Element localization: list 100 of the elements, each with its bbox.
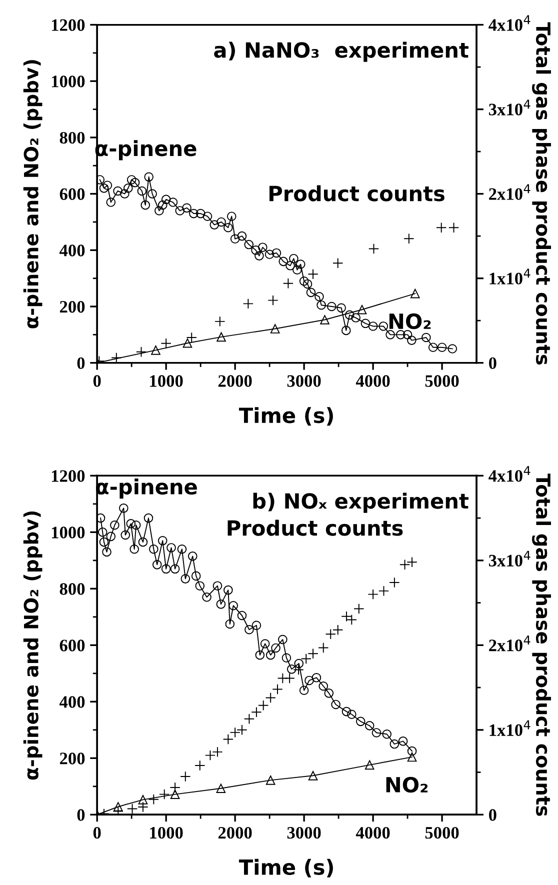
point: [152, 560, 162, 570]
point: [368, 588, 378, 600]
point: [270, 324, 280, 334]
point: [126, 803, 138, 814]
point: [308, 268, 318, 280]
x-tick-label: 2000: [218, 826, 252, 839]
y-tick-label: 1200: [52, 470, 85, 482]
point: [137, 186, 147, 196]
series-label: NO₂: [389, 313, 431, 330]
point: [332, 258, 344, 268]
point: [289, 254, 298, 264]
point: [356, 716, 366, 726]
point: [268, 294, 278, 306]
point: [131, 520, 141, 530]
point: [224, 222, 233, 232]
point: [182, 338, 192, 348]
point: [140, 200, 150, 210]
point: [216, 332, 226, 342]
point: [278, 634, 288, 644]
y-tick-label: 0: [77, 809, 85, 821]
point: [244, 624, 254, 634]
point: [255, 650, 265, 660]
point: [396, 330, 406, 340]
point: [346, 614, 358, 626]
point: [98, 528, 108, 537]
point: [230, 234, 240, 244]
point: [106, 532, 116, 542]
y-tick-label: 600: [60, 188, 85, 200]
point: [304, 676, 314, 686]
point: [194, 760, 206, 771]
y2-tick-label: 0: [489, 357, 496, 370]
point: [148, 794, 160, 805]
point: [344, 310, 354, 320]
point: [402, 330, 412, 340]
series-label: Product counts: [270, 185, 444, 202]
point: [237, 610, 247, 620]
point: [357, 304, 367, 314]
point: [364, 721, 374, 730]
point: [126, 519, 136, 528]
point: [136, 346, 147, 358]
point: [212, 581, 222, 590]
point: [224, 585, 233, 595]
point: [160, 338, 172, 349]
point: [210, 220, 220, 230]
point: [170, 782, 180, 793]
point: [244, 714, 255, 724]
point: [368, 322, 378, 331]
point: [138, 795, 148, 804]
point: [251, 246, 260, 255]
point: [242, 298, 254, 310]
point: [225, 619, 235, 629]
x-tick-label: 2000: [218, 375, 252, 387]
point: [170, 790, 180, 799]
point: [120, 530, 130, 540]
point: [123, 184, 133, 193]
point: [144, 513, 154, 523]
y2-tick-label: 0: [489, 809, 496, 821]
point: [158, 536, 168, 546]
y-tick-label: 1000: [52, 76, 85, 88]
y-tick-label: 800: [60, 583, 85, 595]
point: [113, 186, 122, 196]
point: [180, 771, 191, 782]
point: [308, 771, 318, 780]
point: [138, 802, 148, 812]
point: [360, 318, 370, 328]
point: [102, 180, 112, 190]
point: [324, 688, 334, 698]
y2-tick-label: 3x10$^{4}$: [488, 100, 530, 116]
y2-tick-label: 3x10$^{4}$: [488, 550, 530, 567]
y2-axis-title: Total gas phase product counts: [532, 22, 552, 365]
point: [112, 806, 124, 815]
series-label: NO₂: [386, 776, 428, 793]
point: [99, 537, 109, 547]
y2-tick-label: 2x10$^{4}$: [489, 636, 530, 652]
point: [351, 313, 360, 322]
point: [168, 198, 178, 207]
y-tick-label: 400: [59, 696, 85, 708]
point: [296, 260, 306, 269]
point: [399, 559, 410, 570]
point: [111, 352, 122, 363]
point: [189, 208, 198, 218]
x-tick-label: 0: [93, 826, 101, 839]
point: [216, 600, 226, 609]
point: [216, 784, 226, 794]
point: [271, 643, 280, 653]
y-tick-label: 600: [60, 640, 85, 652]
point: [398, 736, 408, 746]
point: [347, 710, 356, 720]
point: [191, 571, 201, 581]
x-tick-label: 3000: [287, 826, 321, 839]
point: [436, 222, 447, 233]
x-tick-label: 4000: [356, 826, 390, 839]
point: [407, 336, 416, 345]
point: [149, 544, 158, 554]
point: [341, 611, 352, 622]
y-axis-title: α-pinene and NO₂ (ppbv): [23, 511, 42, 780]
point: [130, 178, 140, 188]
point: [448, 222, 460, 233]
point: [258, 242, 268, 252]
point: [130, 544, 139, 554]
